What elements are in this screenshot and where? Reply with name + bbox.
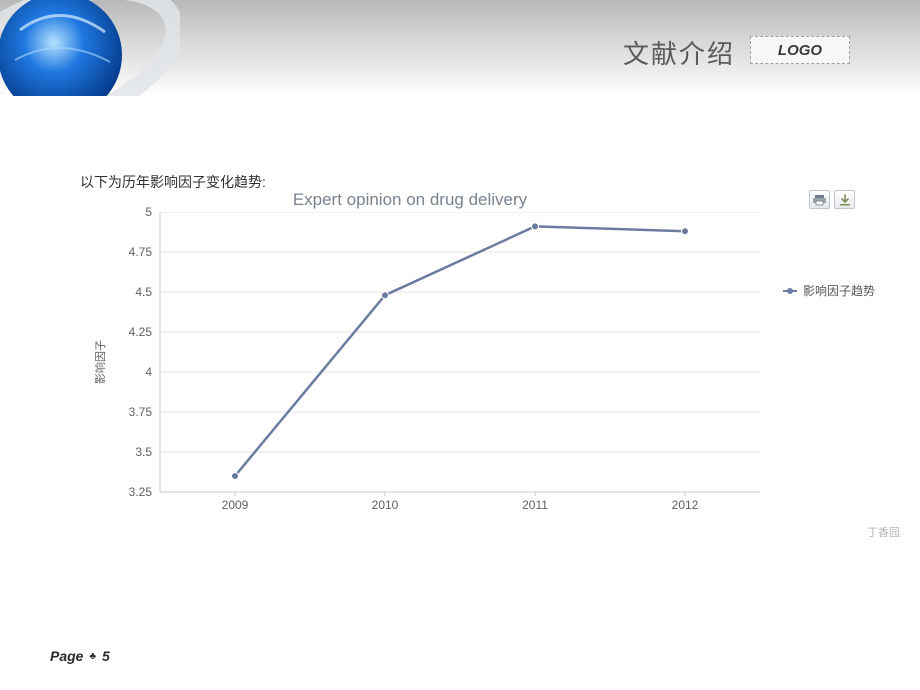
x-tick-label: 2012	[672, 498, 699, 512]
club-icon: ♣	[89, 651, 96, 662]
globe-decoration	[0, 0, 180, 96]
page-number: 5	[102, 648, 110, 664]
download-icon[interactable]	[834, 190, 855, 209]
y-axis-label: 影响因子	[92, 340, 108, 384]
y-tick-label: 4.5	[135, 285, 152, 299]
y-tick-label: 4.25	[129, 325, 152, 339]
plot-area: 影响因子 3.253.53.7544.254.54.75520092010201…	[100, 212, 810, 512]
chart-toolbar	[809, 190, 855, 209]
y-tick-label: 3.5	[135, 445, 152, 459]
y-tick-label: 4	[145, 365, 152, 379]
impact-factor-chart: Expert opinion on drug delivery 影响因子 3.2…	[75, 200, 855, 536]
chart-legend: 影响因子趋势	[783, 282, 875, 299]
watermark: 丁香园	[867, 524, 900, 540]
y-tick-label: 5	[145, 205, 152, 219]
x-tick-label: 2009	[222, 498, 249, 512]
slide-header: 文献介绍 LOGO	[0, 0, 920, 96]
legend-marker	[783, 290, 797, 292]
logo-text: LOGO	[778, 42, 822, 59]
x-tick-label: 2011	[522, 498, 548, 512]
chart-title: Expert opinion on drug delivery	[75, 190, 745, 210]
print-icon[interactable]	[809, 190, 830, 209]
y-tick-label: 3.25	[129, 485, 152, 499]
logo-placeholder: LOGO	[750, 36, 850, 64]
intro-text: 以下为历年影响因子变化趋势:	[80, 172, 266, 192]
legend-label: 影响因子趋势	[803, 282, 875, 299]
header-title: 文献介绍	[623, 34, 735, 71]
page-label: Page	[50, 648, 83, 664]
y-tick-label: 3.75	[129, 405, 152, 419]
x-tick-label: 2010	[372, 498, 399, 512]
y-tick-label: 4.75	[129, 245, 152, 259]
chart-svg	[100, 212, 810, 512]
page-footer: Page ♣ 5	[50, 648, 110, 664]
